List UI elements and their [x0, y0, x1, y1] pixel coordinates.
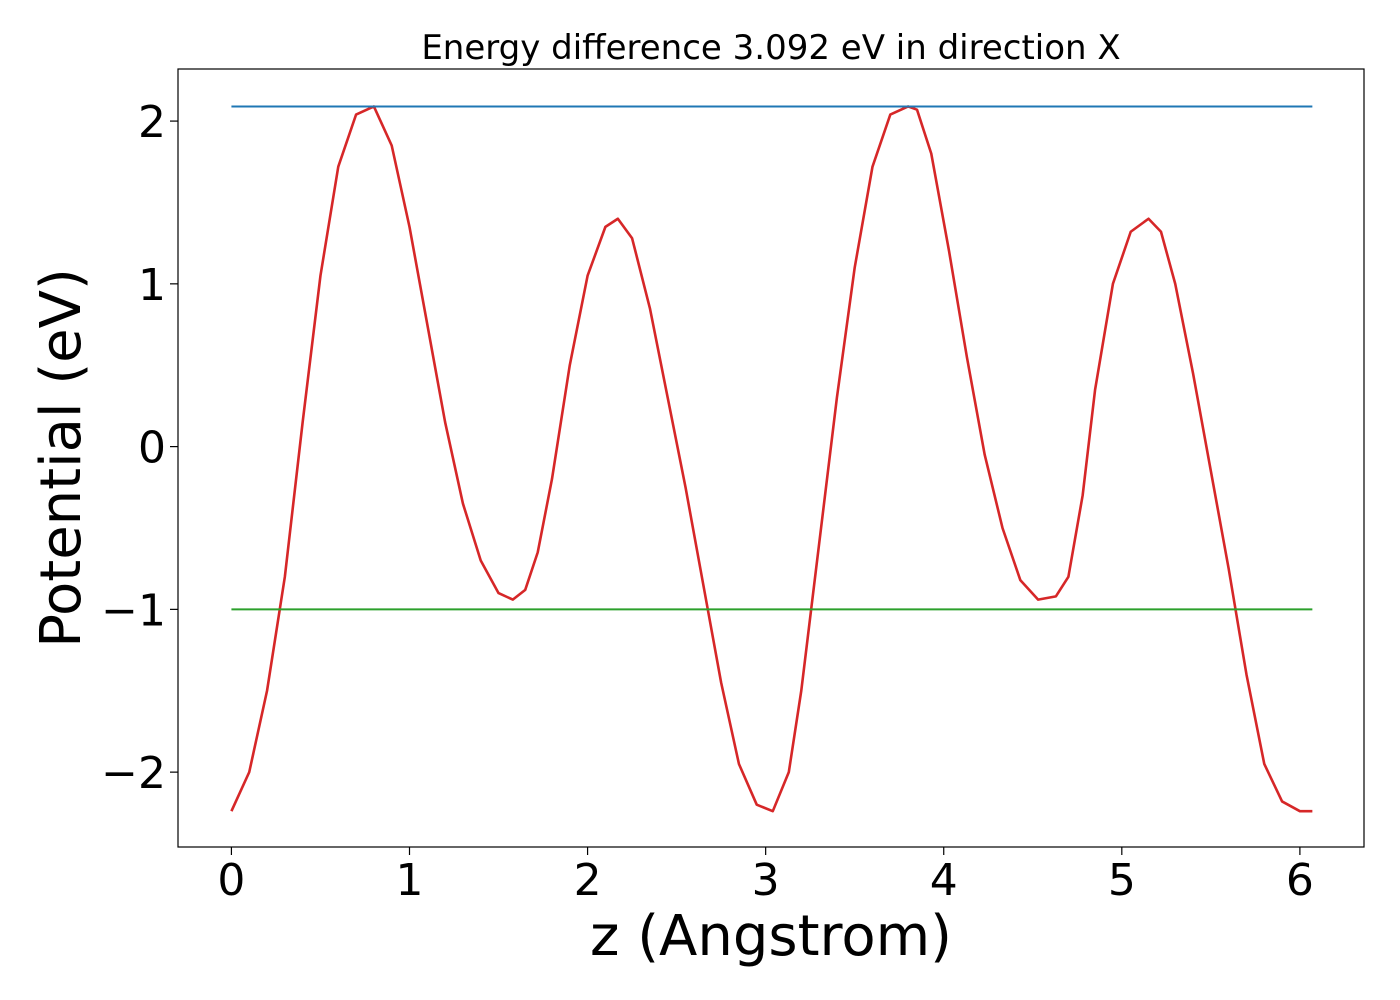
plot-frame: [177, 68, 1365, 848]
chart-title: Energy difference 3.092 eV in direction …: [421, 28, 1120, 68]
y-tick-label: 1: [138, 260, 166, 311]
x-tick-label: 2: [574, 855, 602, 906]
series-layer: [230, 105, 1313, 813]
x-tick-label: 6: [1286, 855, 1314, 906]
x-axis: 0 1 2 3 4 5 6: [217, 847, 1314, 906]
x-tick-label: 0: [217, 855, 245, 906]
y-tick-label: 2: [138, 97, 166, 148]
series-line-potential: [230, 105, 1313, 813]
y-tick-label: −2: [101, 748, 166, 799]
y-axis-label: Potential (eV): [29, 268, 94, 648]
x-tick-label: 1: [396, 855, 424, 906]
x-axis-label: z (Angstrom): [590, 904, 952, 969]
x-tick-label: 5: [1108, 855, 1136, 906]
y-tick-label: −1: [101, 585, 166, 636]
x-tick-label: 3: [752, 855, 780, 906]
y-axis: −2 −1 0 1 2: [101, 97, 178, 799]
x-tick-label: 4: [930, 855, 958, 906]
y-tick-label: 0: [138, 423, 166, 474]
